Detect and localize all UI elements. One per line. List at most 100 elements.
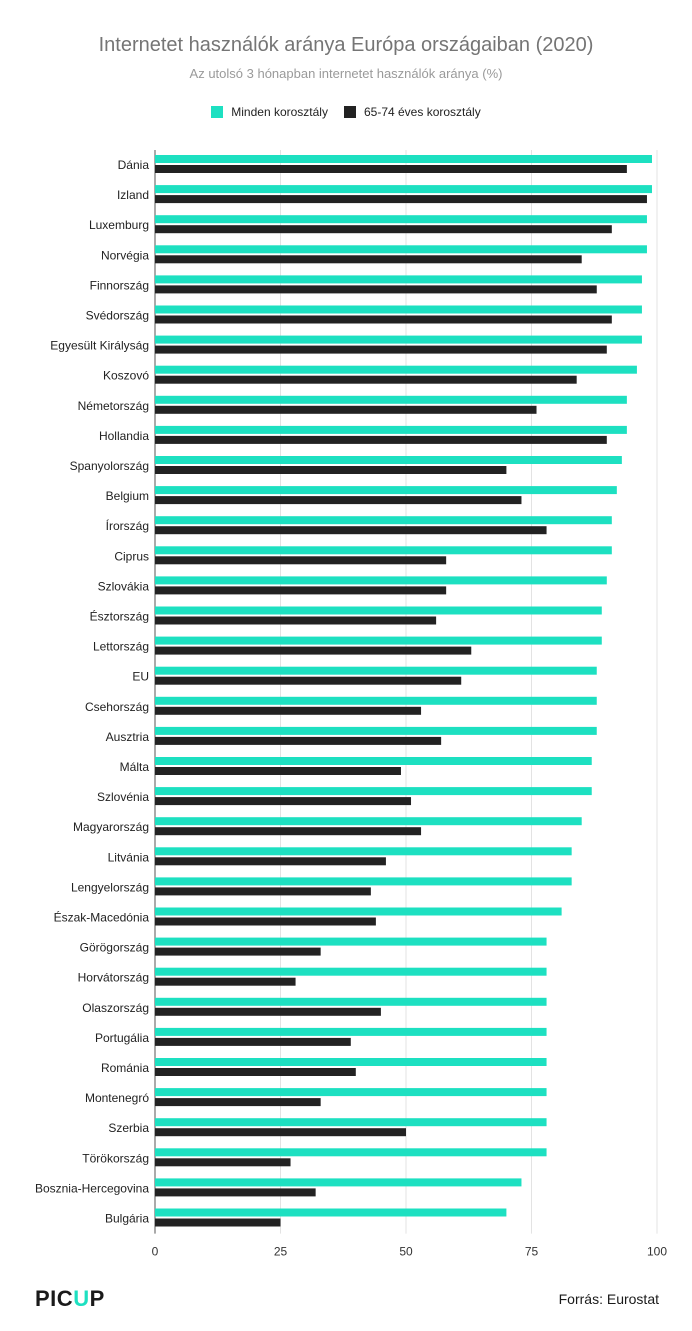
bar-65-74 [155,195,647,204]
bar-65-74 [155,405,537,414]
bar-all-ages [155,877,572,886]
category-label: Görögország [80,941,149,955]
category-label: Észak-Macedónia [54,910,150,925]
legend-swatch-all-ages [211,106,224,118]
chart-subtitle: Az utolsó 3 hónapban internetet használó… [189,66,503,81]
legend-swatch-65-74 [343,106,356,118]
bar-all-ages [155,1027,547,1036]
bar-65-74 [155,1007,381,1016]
category-label: Belgium [106,489,149,503]
bar-65-74 [155,255,582,264]
bar-all-ages [155,997,547,1006]
bar-65-74 [155,676,462,685]
bar-65-74 [155,977,296,986]
bar-all-ages [155,516,612,525]
category-label: Csehország [85,700,149,714]
bar-65-74 [155,496,522,505]
category-label: Bosznia-Hercegovina [35,1181,149,1195]
legend-label-65-74: 65-74 éves korosztály [363,105,481,119]
bar-65-74 [155,947,321,956]
category-label: Szlovákia [98,579,150,593]
bar-all-ages [155,456,622,464]
bar-all-ages [155,1088,547,1097]
bar-65-74 [155,225,612,234]
bar-65-74 [155,526,547,535]
category-label: Portugália [95,1031,149,1045]
bar-65-74 [155,1218,281,1227]
bar-65-74 [155,1158,291,1167]
bar-65-74 [155,1037,351,1046]
bar-all-ages [155,666,597,675]
category-label: Málta [120,760,150,774]
category-label: Spanyolország [70,459,149,473]
category-label: Horvátország [78,971,149,985]
bar-all-ages [155,757,592,765]
category-label: Olaszország [82,1001,149,1015]
bar-65-74 [155,706,422,715]
category-label: Finnország [90,278,149,292]
bar-65-74 [155,315,612,324]
bar-all-ages [155,425,627,434]
bar-all-ages [155,275,642,284]
bar-65-74 [155,1188,316,1197]
bar-all-ages [155,1118,547,1127]
bar-all-ages [155,847,572,856]
bar-all-ages [155,215,647,224]
bar-all-ages [155,395,627,404]
bar-all-ages [155,1208,507,1217]
bar-all-ages [155,1148,547,1157]
bar-65-74 [155,1068,356,1076]
bar-65-74 [155,466,507,474]
category-label: Ciprus [114,549,149,563]
category-label: Luxemburg [89,218,149,232]
source-note: Forrás: Eurostat [558,1291,659,1307]
category-label: Észtország [90,609,149,624]
bar-65-74 [155,736,442,745]
category-label: Németország [78,399,149,413]
legend-item-65-74: 65-74 éves korosztály [343,105,481,119]
category-label: Koszovó [103,369,149,383]
bar-65-74 [155,1128,406,1137]
category-label: Svédország [86,309,149,323]
bar-65-74 [155,375,577,384]
bar-all-ages [155,1178,522,1187]
x-tick-label: 0 [152,1245,159,1259]
category-label: Norvégia [101,248,149,262]
category-label: Írország [106,518,149,533]
category-label: Bulgária [105,1212,149,1226]
bar-65-74 [155,917,376,926]
bar-65-74 [155,857,386,866]
legend-label-all-ages: Minden korosztály [231,105,328,119]
bar-65-74 [155,767,401,775]
x-tick-label: 25 [274,1245,288,1259]
bar-65-74 [155,345,607,354]
bar-all-ages [155,636,602,645]
bar-all-ages [155,606,602,615]
bar-all-ages [155,817,582,826]
category-label: Litvánia [108,850,150,864]
picup-logo: PICUP [35,1286,105,1311]
category-label: Törökország [82,1151,149,1165]
category-label: Románia [101,1061,149,1075]
bar-all-ages [155,576,607,585]
chart-title: Internetet használók aránya Európa orszá… [98,34,594,56]
category-label: EU [132,670,149,684]
bar-all-ages [155,967,547,976]
x-tick-label: 50 [399,1245,413,1259]
bar-65-74 [155,435,607,444]
bar-65-74 [155,586,447,595]
bar-65-74 [155,616,437,625]
category-label: Magyarország [73,820,149,834]
category-label: Dánia [118,158,150,172]
legend-item-all-ages: Minden korosztály [211,105,328,119]
category-label: Szlovénia [97,790,149,804]
bar-65-74 [155,165,627,173]
bar-65-74 [155,1098,321,1107]
bar-65-74 [155,556,447,565]
bar-all-ages [155,937,547,946]
category-label: Ausztria [106,730,150,744]
bar-all-ages [155,907,562,916]
bar-all-ages [155,546,612,555]
bar-all-ages [155,486,617,495]
category-label: Hollandia [99,429,149,443]
